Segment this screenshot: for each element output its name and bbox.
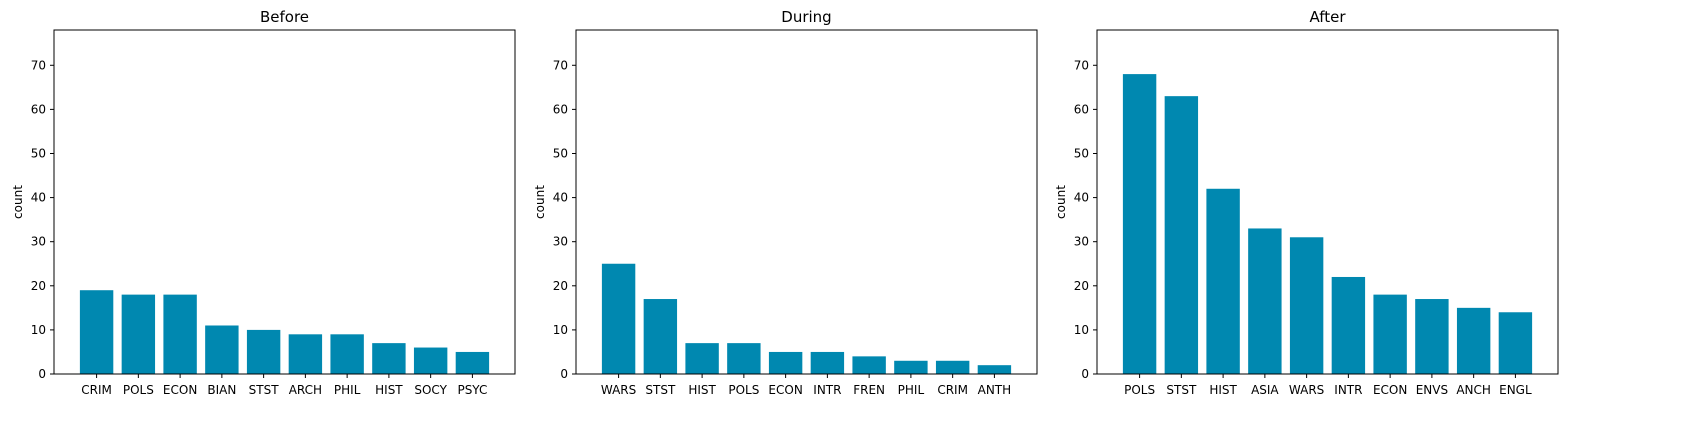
x-tick-label-psyc: PSYC bbox=[457, 383, 487, 397]
x-tick-label-crim: CRIM bbox=[81, 383, 112, 397]
x-tick-label-hist: HIST bbox=[375, 383, 403, 397]
y-tick-label: 0 bbox=[560, 367, 568, 381]
x-tick-label-bian: BIAN bbox=[207, 383, 236, 397]
bar-fren bbox=[852, 356, 886, 374]
bar-hist bbox=[1206, 188, 1240, 374]
y-tick-label: 60 bbox=[31, 102, 46, 116]
bar-asia bbox=[1248, 228, 1282, 374]
bar-intr bbox=[810, 351, 845, 374]
y-tick-label: 50 bbox=[31, 146, 46, 160]
y-tick-label: 20 bbox=[1074, 279, 1089, 293]
bar-arch bbox=[288, 334, 323, 374]
bar-pols bbox=[727, 343, 761, 374]
bar-hist bbox=[372, 343, 406, 374]
bar-wars bbox=[1289, 237, 1324, 374]
bar-hist bbox=[685, 343, 719, 374]
x-tick-label-phil: PHIL bbox=[898, 383, 925, 397]
y-tick-label: 30 bbox=[553, 235, 568, 249]
x-tick-label-wars: WARS bbox=[1289, 383, 1324, 397]
x-tick-label-anch: ANCH bbox=[1456, 383, 1491, 397]
bar-econ bbox=[1373, 294, 1407, 374]
bar-phil bbox=[330, 334, 364, 374]
x-tick-label-anth: ANTH bbox=[978, 383, 1012, 397]
y-tick-label: 50 bbox=[553, 146, 568, 160]
chart-panel-3: 0 10 20 30 40 50 60 70 POLS STST HIST ASIA WARS INTR E… bbox=[1054, 8, 1559, 397]
y-axis-label: count bbox=[1054, 185, 1068, 219]
bar-intr bbox=[1331, 276, 1366, 374]
y-tick-label: 20 bbox=[31, 279, 46, 293]
plot-frame bbox=[1096, 29, 1559, 375]
plot-frame bbox=[53, 29, 516, 375]
bar-bian bbox=[205, 325, 239, 374]
x-tick-label-wars: WARS bbox=[601, 383, 636, 397]
x-tick-label-hist: HIST bbox=[1209, 383, 1237, 397]
bar-crim bbox=[79, 290, 114, 374]
y-tick-label: 0 bbox=[1081, 367, 1089, 381]
bar-envs bbox=[1415, 299, 1449, 374]
y-tick-label: 10 bbox=[553, 323, 568, 337]
x-tick-label-stst: STST bbox=[249, 383, 280, 397]
y-tick-label: 60 bbox=[1074, 102, 1089, 116]
bar-pols bbox=[1122, 74, 1157, 374]
bar-anth bbox=[977, 365, 1012, 374]
x-tick-label-fren: FREN bbox=[853, 383, 885, 397]
plot-frame bbox=[575, 29, 1038, 375]
chart-title: During bbox=[781, 8, 831, 26]
y-tick-label: 30 bbox=[31, 235, 46, 249]
x-tick-label-econ: ECON bbox=[1373, 383, 1407, 397]
y-axis-label: count bbox=[11, 185, 25, 219]
y-tick-label: 10 bbox=[1074, 323, 1089, 337]
x-tick-label-pols: POLS bbox=[1124, 383, 1155, 397]
y-tick-label: 70 bbox=[1074, 58, 1089, 72]
y-tick-label: 40 bbox=[31, 191, 46, 205]
bar-stst bbox=[246, 329, 281, 374]
bar-pols bbox=[121, 294, 156, 374]
bar-econ bbox=[163, 294, 197, 374]
x-tick-label-stst: STST bbox=[645, 383, 676, 397]
y-tick-label: 60 bbox=[553, 102, 568, 116]
x-tick-label-crim: CRIM bbox=[937, 383, 968, 397]
x-tick-label-socy: SOCY bbox=[414, 383, 447, 397]
bar-stst bbox=[643, 299, 678, 374]
y-tick-label: 40 bbox=[553, 191, 568, 205]
bar-phil bbox=[894, 360, 928, 374]
bar-socy bbox=[413, 347, 448, 374]
chart-panel-2: 0 10 20 30 40 50 60 70 WARS STST HIST POLS ECON INTR F… bbox=[533, 8, 1038, 397]
bar-stst bbox=[1164, 96, 1199, 375]
y-tick-label: 20 bbox=[553, 279, 568, 293]
x-tick-label-intr: INTR bbox=[813, 383, 841, 397]
x-tick-label-econ: ECON bbox=[163, 383, 197, 397]
x-tick-label-stst: STST bbox=[1166, 383, 1197, 397]
y-tick-label: 30 bbox=[1074, 235, 1089, 249]
chart-title: Before bbox=[260, 8, 309, 26]
x-tick-label-hist: HIST bbox=[688, 383, 716, 397]
bar-psyc bbox=[455, 351, 490, 374]
y-axis-label: count bbox=[533, 185, 547, 219]
bar-wars bbox=[601, 263, 636, 374]
x-tick-label-pols: POLS bbox=[728, 383, 759, 397]
y-tick-label: 10 bbox=[31, 323, 46, 337]
x-tick-label-pols: POLS bbox=[123, 383, 154, 397]
y-tick-label: 40 bbox=[1074, 191, 1089, 205]
chart-panel-1: 0 10 20 30 40 50 60 70 CRIM POLS ECON BIAN STST ARCH P… bbox=[11, 8, 516, 397]
y-tick-label: 70 bbox=[553, 58, 568, 72]
x-tick-label-intr: INTR bbox=[1334, 383, 1362, 397]
bar-crim bbox=[935, 360, 970, 374]
x-tick-label-engl: ENGL bbox=[1499, 383, 1532, 397]
bar-econ bbox=[768, 351, 803, 374]
y-tick-label: 70 bbox=[31, 58, 46, 72]
y-tick-label: 50 bbox=[1074, 146, 1089, 160]
x-tick-label-arch: ARCH bbox=[289, 383, 322, 397]
y-tick-label: 0 bbox=[38, 367, 46, 381]
bar-engl bbox=[1498, 312, 1533, 374]
chart-title: After bbox=[1309, 8, 1346, 26]
x-tick-label-envs: ENVS bbox=[1416, 383, 1448, 397]
bar-anch bbox=[1456, 307, 1491, 374]
x-tick-label-econ: ECON bbox=[768, 383, 802, 397]
x-tick-label-asia: ASIA bbox=[1251, 383, 1279, 397]
x-tick-label-phil: PHIL bbox=[334, 383, 361, 397]
